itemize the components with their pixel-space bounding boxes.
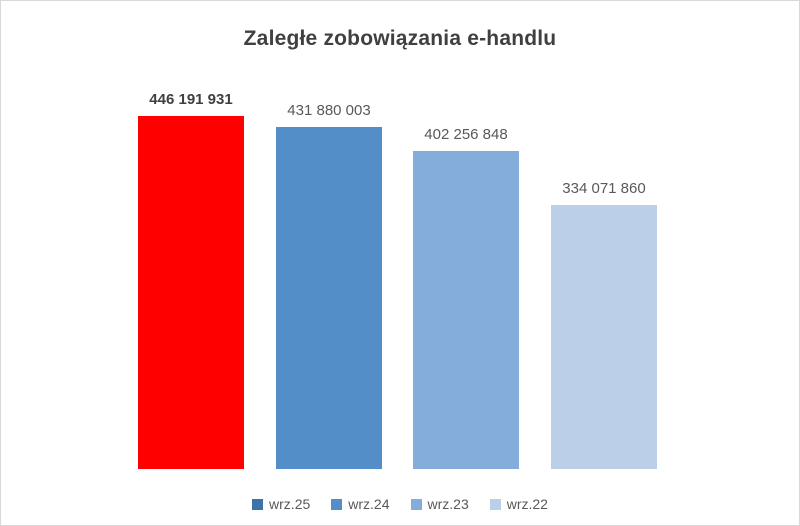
bar-group-wrz22: 334 071 860 (551, 180, 657, 469)
legend-swatch-icon (252, 498, 264, 510)
legend-label: wrz.23 (427, 496, 469, 512)
bar-group-wrz25: 446 191 931 (138, 91, 244, 469)
bar-value-label: 431 880 003 (287, 102, 371, 119)
legend-swatch-icon (410, 498, 422, 510)
legend-item-wrz24: wrz.24 (331, 496, 390, 512)
legend-item-wrz22: wrz.22 (489, 496, 548, 512)
legend-item-wrz25: wrz.25 (252, 496, 310, 512)
legend-item-wrz23: wrz.23 (410, 496, 469, 512)
bar-group-wrz24: 431 880 003 (276, 102, 382, 469)
bar-wrz25 (138, 116, 244, 469)
bar-value-label: 334 071 860 (562, 180, 646, 197)
chart-title: Zaległe zobowiązania e-handlu (243, 27, 557, 50)
bar-group-wrz23: 402 256 848 (413, 126, 519, 469)
bar-value-label: 402 256 848 (424, 126, 508, 143)
chart-legend: wrz.25 wrz.24 wrz.23 wrz.22 (1, 496, 799, 512)
bar-wrz22 (551, 205, 657, 469)
legend-swatch-icon (331, 498, 343, 510)
bar-wrz24 (276, 127, 382, 469)
legend-label: wrz.22 (506, 496, 548, 512)
bar-wrz23 (413, 151, 519, 469)
legend-swatch-icon (489, 498, 501, 510)
bar-value-label: 446 191 931 (149, 91, 233, 108)
legend-label: wrz.24 (348, 496, 390, 512)
legend-label: wrz.25 (269, 496, 311, 512)
